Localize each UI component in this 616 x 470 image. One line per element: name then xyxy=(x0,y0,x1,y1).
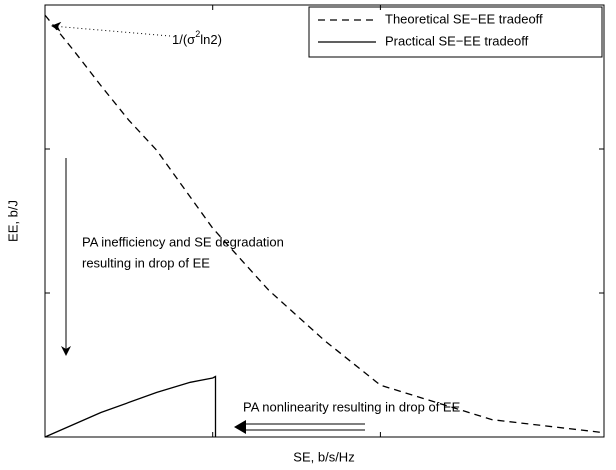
plot-frame xyxy=(44,4,605,438)
legend: Theoretical SE−EE tradeoff Practical SE−E… xyxy=(318,11,543,48)
x-axis-label: SE, b/s/Hz xyxy=(293,449,354,464)
annotation: PA inefficiency and SE degradation xyxy=(82,234,284,249)
annotation-arrow xyxy=(234,420,246,434)
annotation: PA nonlinearity resulting in drop of EE xyxy=(243,399,461,414)
legend-label: Theoretical SE−EE tradeoff xyxy=(385,11,543,26)
legend-box xyxy=(308,6,603,58)
series-line xyxy=(44,375,217,438)
annotation: resulting in drop of EE xyxy=(82,255,210,270)
series-line xyxy=(44,14,605,434)
y-axis-label: EE, b/J xyxy=(5,200,20,242)
annotation: 1/(σ2ln2) xyxy=(172,29,222,47)
legend-label: Practical SE−EE tradeoff xyxy=(385,33,529,48)
